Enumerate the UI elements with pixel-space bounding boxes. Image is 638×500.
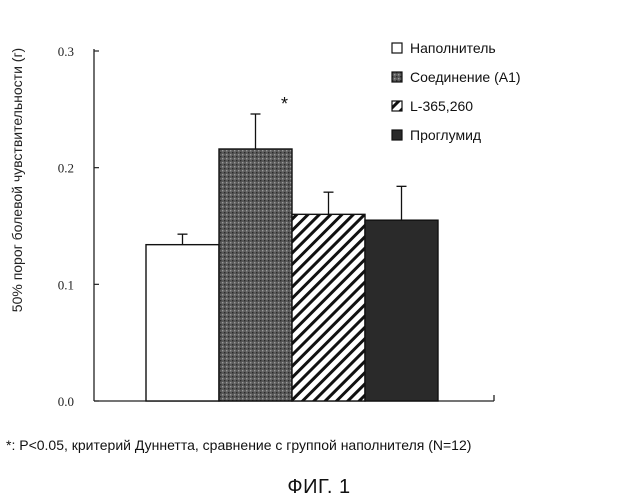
- legend-label: Наполнитель: [410, 40, 496, 56]
- legend-label: Проглумид: [410, 127, 481, 143]
- bar: [219, 149, 292, 401]
- y-tick-label: 0.2: [58, 161, 74, 176]
- legend-swatch: [392, 72, 402, 82]
- legend-swatch: [392, 101, 402, 111]
- footnote: *: P<0.05, критерий Дуннетта, сравнение …: [6, 437, 636, 453]
- y-tick-label: 0.1: [58, 277, 74, 292]
- bar: [146, 245, 219, 401]
- y-axis-label: 50% порог болевой чувствительности (г): [9, 48, 25, 312]
- legend-swatch: [392, 43, 402, 53]
- bar: [292, 214, 365, 401]
- bar: [365, 220, 438, 401]
- figure-title: ФИГ. 1: [0, 476, 638, 499]
- significance-marker: *: [281, 94, 288, 114]
- legend-swatch: [392, 130, 402, 140]
- legend-label: L-365,260: [410, 98, 473, 114]
- y-tick-label: 0.0: [58, 394, 74, 409]
- y-tick-label: 0.3: [58, 44, 74, 59]
- legend-label: Соединение (А1): [410, 69, 521, 85]
- chart-legend: Наполнитель Соединение (А1) L-365,260 Прогл…: [392, 40, 521, 143]
